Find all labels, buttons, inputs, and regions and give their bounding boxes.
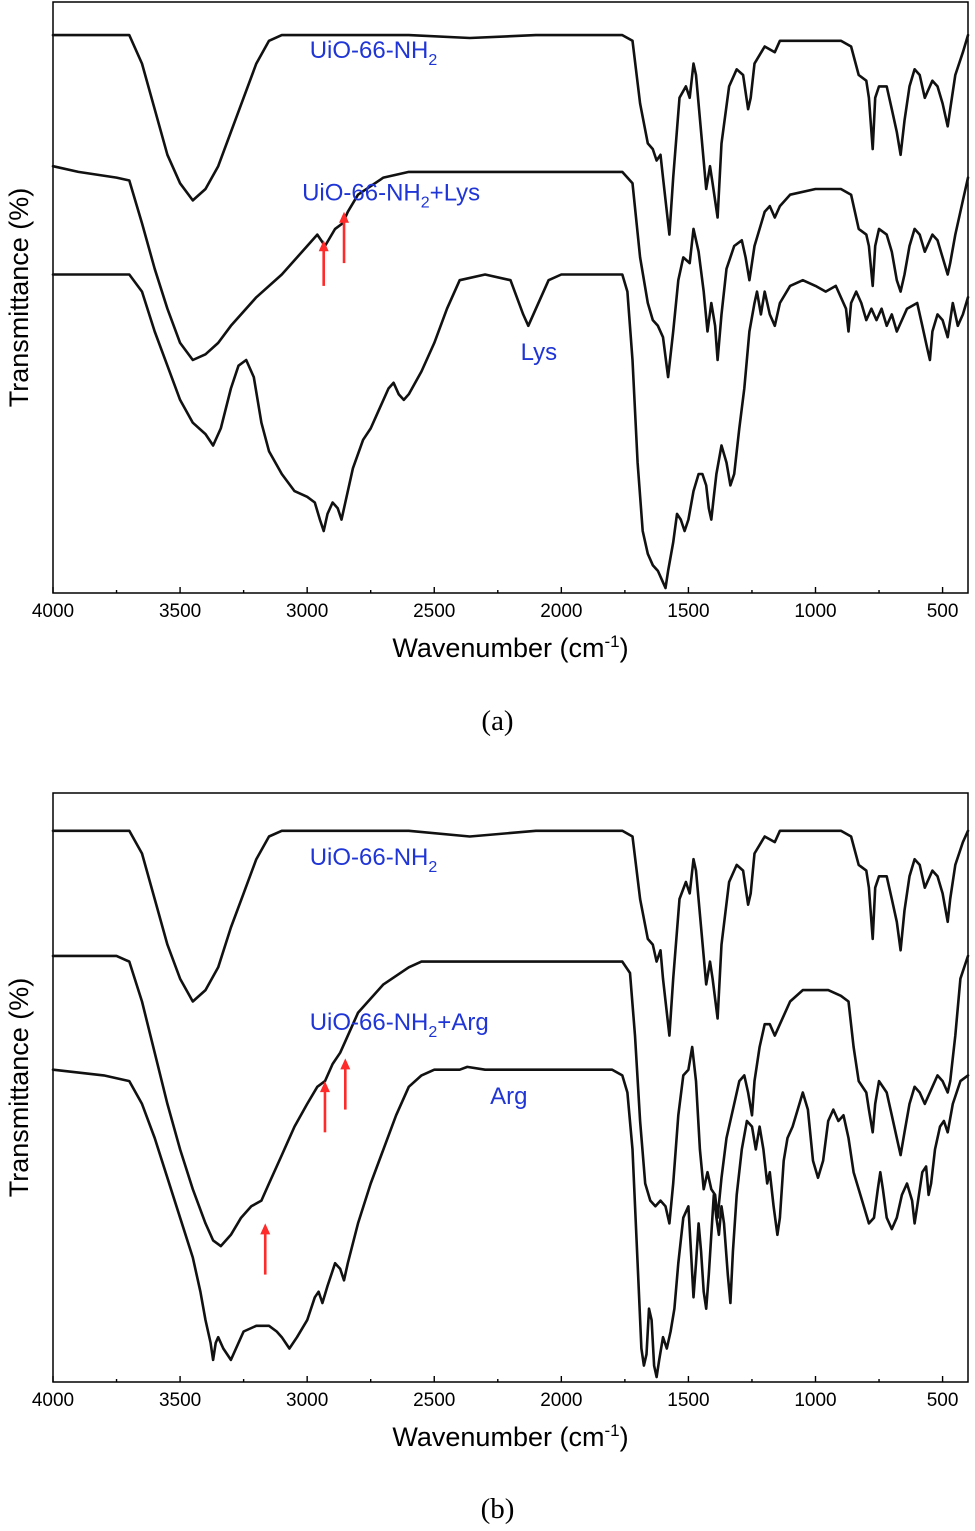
x-tick-label: 3000 (286, 1390, 328, 1411)
x-axis-title: Wavenumber (cm-1) (392, 1421, 628, 1452)
series-label: Arg (490, 1083, 527, 1110)
x-tick-label: 1500 (667, 601, 709, 622)
series-label: Lys (521, 339, 557, 366)
series-label: UiO-66-NH2 (310, 37, 438, 69)
series-label: UiO-66-NH2 (310, 844, 438, 876)
series-label-main: UiO-66-NH (302, 179, 421, 206)
series-label: UiO-66-NH2+Lys (302, 179, 480, 211)
x-tick-label: 2500 (413, 601, 455, 622)
series-label-sub: 2 (421, 194, 430, 211)
x-tick-label: 2000 (540, 1390, 582, 1411)
x-tick-label: 1000 (794, 601, 836, 622)
peak-arrow-head (318, 240, 329, 252)
x-axis-title-sup: -1 (604, 632, 619, 651)
x-tick-label: 3000 (286, 601, 328, 622)
y-axis-title: Transmittance (%) (4, 188, 34, 408)
series-line-2 (51, 273, 970, 590)
panel-a: 4000 3500 3000 2500 2000 1500 1000 500 Wavenumbe… (4, 1, 970, 737)
series-line-1 (51, 954, 970, 1248)
series-line-0 (51, 829, 970, 1037)
series-label-main: UiO-66-NH (310, 1009, 429, 1036)
peak-arrow-head (260, 1223, 271, 1235)
series-line-2 (51, 1065, 970, 1379)
x-tick-label: 4000 (32, 601, 74, 622)
series-label-tail: +Arg (437, 1009, 488, 1036)
x-tick-label: 3500 (159, 1390, 201, 1411)
x-axis-title-end: ) (620, 633, 629, 663)
series-label-main: UiO-66-NH (310, 37, 429, 64)
peak-arrow-head (340, 1058, 351, 1070)
x-tick-label: 500 (927, 1390, 959, 1411)
x-tick-label: 500 (927, 601, 959, 622)
panel-b: 4000 3500 3000 2500 2000 1500 1000 500 Wavenumbe… (4, 792, 970, 1525)
x-tick-label: 2500 (413, 1390, 455, 1411)
series-label-sub: 2 (428, 859, 437, 876)
x-tick-label: 3500 (159, 601, 201, 622)
series-label-main: Arg (490, 1083, 527, 1110)
x-tick-label: 4000 (32, 1390, 74, 1411)
plot-frame (52, 1, 969, 594)
series-label: UiO-66-NH2+Arg (310, 1009, 489, 1041)
series-line-0 (51, 33, 970, 236)
y-axis-title: Transmittance (%) (4, 978, 34, 1198)
series-label-sub: 2 (428, 52, 437, 69)
series-label-tail: +Lys (430, 179, 480, 206)
plot-frame (52, 792, 969, 1383)
series-label-sub: 2 (428, 1024, 437, 1041)
series-line-1 (51, 164, 970, 379)
x-tick-label: 1500 (667, 1390, 709, 1411)
x-tick-label: 2000 (540, 601, 582, 622)
x-axis-title-sup: -1 (604, 1421, 619, 1440)
x-tick-label: 1000 (794, 1390, 836, 1411)
peak-arrow-head (339, 211, 350, 223)
series-label-main: UiO-66-NH (310, 844, 429, 871)
peak-arrow-head (319, 1081, 330, 1093)
x-axis-title-end: ) (620, 1422, 629, 1452)
panel-label: (a) (481, 705, 513, 737)
x-axis-title-main: Wavenumber (cm (392, 1422, 604, 1452)
panel-label: (b) (481, 1493, 515, 1525)
x-axis-title-main: Wavenumber (cm (392, 633, 604, 663)
x-axis-title: Wavenumber (cm-1) (392, 632, 628, 663)
series-label-main: Lys (521, 339, 557, 366)
